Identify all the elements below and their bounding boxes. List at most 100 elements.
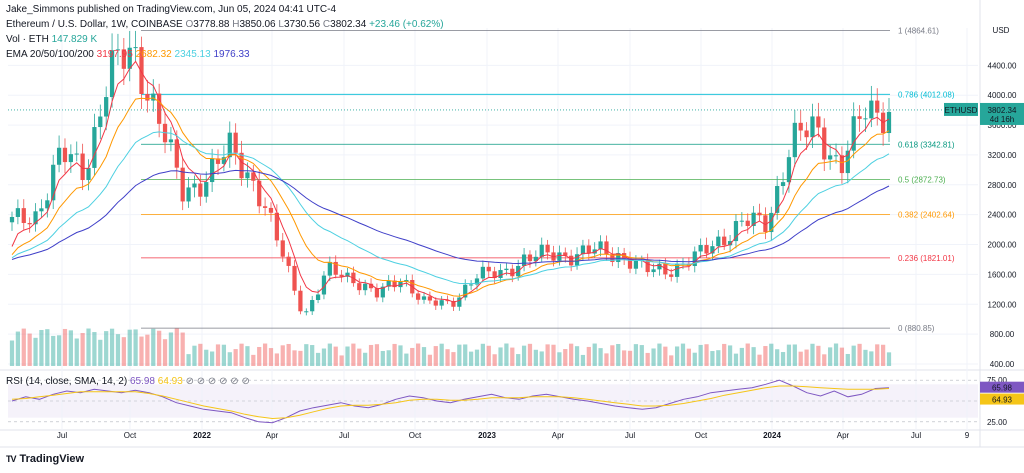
candle-body [463,284,468,298]
volume-legend[interactable]: Vol · ETH 147.829 K [6,34,97,45]
candle-body [822,127,827,160]
candle-body [627,258,633,269]
candle-body [645,260,650,273]
rsi-value-badge-label: 65.98 [992,384,1013,393]
candle-body [839,155,845,174]
volume-bar [363,352,368,366]
candle-body [239,152,244,179]
volume-bar [792,344,797,366]
volume-bar [204,349,209,366]
volume-bar [769,343,774,366]
volume-bar [533,349,538,366]
volume-bar [674,346,680,366]
rsi-sma-badge-label: 64.93 [992,396,1013,405]
volume-bar [886,352,892,366]
candle-body [321,275,327,295]
candle-body [357,283,362,291]
tradingview-footer[interactable]: TV TradingView [6,453,84,465]
candle-body [569,255,574,266]
volume-bar [521,345,527,366]
ema-legend[interactable]: EMA 20/50/100/200 3197.95 2682.32 2345.1… [6,49,250,60]
volume-bar [339,355,344,366]
candle-body [557,252,562,261]
ema20-value: 3197.95 [96,49,133,60]
volume-bar [733,353,739,366]
candle-body [798,122,803,131]
candle-body [174,139,179,168]
price-tick-label: 4000.00 [988,91,1017,100]
volume-bar [139,336,144,366]
volume-bar [816,345,821,366]
candle-body [86,167,91,181]
volume-bar [98,339,103,366]
volume-bar [716,350,721,366]
time-tick-label: 9 [965,431,970,440]
volume-bar [563,349,568,366]
ema100-line [11,131,890,285]
price-tick-label: 4400.00 [988,61,1017,70]
candle-body [168,139,174,143]
close-label: C [322,19,331,30]
volume-bar [168,332,174,366]
volume-bar [157,330,162,366]
rsi-legend[interactable]: RSI (14, close, SMA, 14, 2) 65.98 64.93 … [6,376,250,387]
ohlc-legend: Ethereum / U.S. Dollar, 1W, COINBASE O37… [6,19,444,30]
volume-bar [386,350,391,366]
candle-body [669,274,674,277]
candle-body [539,244,544,257]
volume-bar [498,347,503,366]
volume-bar [798,351,803,366]
candle-body [416,293,421,300]
rsi-extra-icon: ⊘ [230,376,239,387]
candle-body [221,157,227,164]
candle-body [833,155,839,157]
candle-body [80,153,85,181]
volume-bar [739,347,744,366]
close-value: 3802.34 [330,19,367,30]
candle-body [139,47,144,95]
rsi-sma-badge [980,393,1024,405]
volume-bar [727,345,733,366]
candle-body [445,300,450,302]
volume-bar [221,344,227,366]
volume-bar [851,345,856,366]
candle-body [704,245,709,254]
volume-bar [92,332,97,366]
candle-body [345,272,350,277]
candle-body [310,300,315,312]
volume-bar [592,343,597,366]
candle-body [157,93,162,124]
volume-bar [274,353,279,366]
volume-bar [33,337,38,366]
candle-body [210,158,215,183]
volume-bar [539,351,544,366]
volume-bar [722,343,727,366]
rsi-extra-icon: ⊘ [207,376,217,387]
volume-bar [80,333,85,366]
volume-bar [880,344,886,366]
volume-bar [21,328,26,366]
volume-bar [410,347,415,366]
volume-bar [145,334,150,366]
volume-bar [857,343,862,366]
volume-bar [451,352,456,366]
volume-bar [68,330,73,366]
time-tick-label: Apr [837,431,850,440]
candle-body [474,278,480,285]
candle-body [204,182,209,197]
volume-bar [180,332,185,366]
candle-body [33,211,38,225]
volume-bar [86,328,91,366]
symbol-title[interactable]: Ethereum / U.S. Dollar, 1W, COINBASE [6,19,183,30]
volume-bar [233,349,238,366]
volume-bar [751,347,756,366]
candle-body [616,253,621,262]
volume-bar [9,340,15,366]
volume-bar [598,348,603,366]
candle-body [433,300,438,306]
time-tick-label: 2023 [478,431,496,440]
volume-bar [845,353,850,366]
volume-bar [286,343,291,366]
time-tick-label: Apr [266,431,279,440]
